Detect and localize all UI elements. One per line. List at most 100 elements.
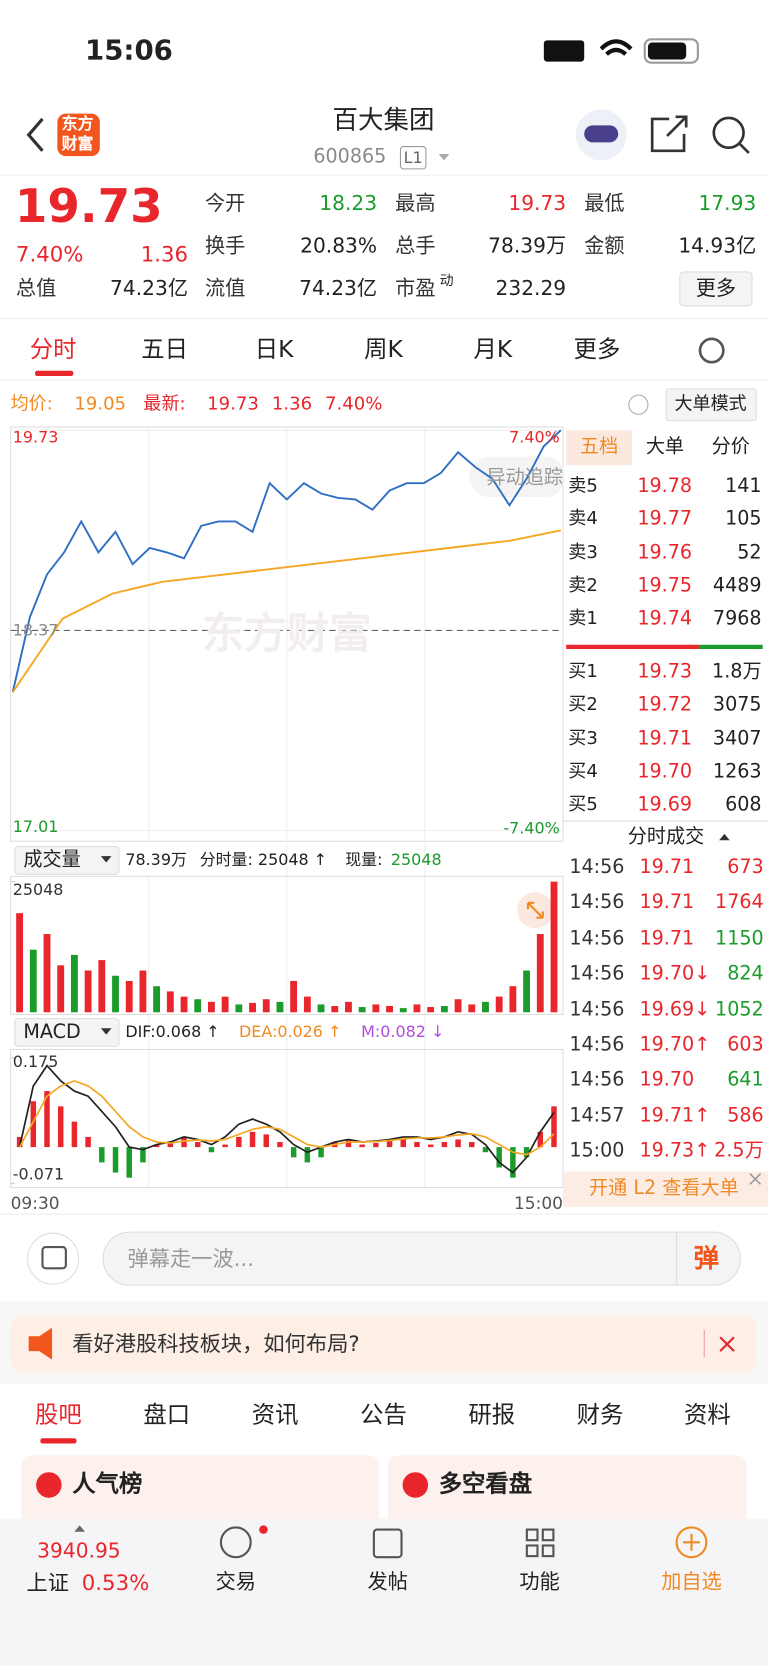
index-pct[interactable]: 0.53%: [81, 1569, 150, 1596]
card-title[interactable]: 人气榜: [72, 1471, 143, 1498]
tab[interactable]: 日K: [254, 336, 294, 364]
search-icon[interactable]: [712, 116, 745, 149]
ask-label: 卖4: [568, 508, 598, 530]
macd-bar: [57, 1106, 64, 1148]
help-icon[interactable]: [628, 394, 649, 415]
index-name[interactable]: 上证: [26, 1569, 70, 1596]
more-button[interactable]: [679, 271, 753, 307]
section-tab[interactable]: 资料: [684, 1402, 731, 1429]
section-tab[interactable]: 资讯: [251, 1402, 299, 1429]
bid-volume: 3075: [712, 693, 762, 717]
nav-item[interactable]: 发帖: [367, 1570, 408, 1594]
section-tab[interactable]: 股吧: [35, 1402, 82, 1429]
section-underline: [40, 1438, 77, 1444]
banner-text[interactable]: 看好港股科技板块，如何布局?: [72, 1330, 360, 1357]
pe-tag: 动: [439, 273, 454, 290]
watermark: 东方财富: [201, 609, 372, 659]
volume-bar: [509, 986, 517, 1013]
comment-placeholder[interactable]: 弹幕走一波...: [127, 1245, 254, 1272]
more-label[interactable]: 更多: [695, 276, 737, 301]
volume-bar: [386, 1006, 393, 1013]
comment-icon[interactable]: [27, 1232, 80, 1285]
func-icon[interactable]: [525, 1528, 539, 1542]
trade-icon[interactable]: [219, 1526, 252, 1559]
bid-label: 买2: [568, 694, 598, 716]
bid-price: 19.70: [637, 760, 693, 783]
change-pct: 7.40%: [15, 241, 84, 267]
l2-link[interactable]: 开通 L2 查看大单: [589, 1176, 739, 1200]
macd-bar: [263, 1134, 269, 1148]
volume-bar: [235, 1004, 243, 1013]
index-value[interactable]: 3940.95: [37, 1539, 121, 1564]
l2-bg[interactable]: [562, 1171, 768, 1207]
volume-bar: [290, 980, 298, 1013]
section-tab[interactable]: 财务: [576, 1402, 624, 1429]
macd-select[interactable]: [14, 1018, 120, 1047]
card-title[interactable]: 多空看盘: [438, 1471, 533, 1498]
status-time: 15:06: [84, 35, 173, 67]
volume-bar: [495, 996, 503, 1013]
collapse-icon[interactable]: [719, 833, 730, 841]
section-tab[interactable]: 公告: [360, 1402, 407, 1429]
macd-bar: [249, 1131, 256, 1148]
banner[interactable]: [10, 1315, 757, 1373]
volume-select[interactable]: [14, 846, 120, 875]
bid-label: 买3: [568, 727, 598, 749]
card[interactable]: [21, 1455, 380, 1530]
stat-label: 金额: [584, 234, 625, 258]
card[interactable]: [387, 1455, 747, 1530]
badge[interactable]: 异动追踪: [486, 466, 563, 489]
macd-bar: [510, 1147, 516, 1178]
tab[interactable]: 更多: [573, 336, 621, 364]
volume-bar: [345, 1001, 352, 1013]
comment-input[interactable]: [102, 1231, 741, 1286]
time-end: 15:00: [513, 1192, 563, 1214]
post-icon[interactable]: [372, 1528, 403, 1559]
close-banner[interactable]: [719, 1336, 735, 1352]
macd-bar: [359, 1144, 365, 1148]
macd-bar: [345, 1139, 352, 1148]
book-tab[interactable]: 大单: [645, 435, 685, 458]
comment-button[interactable]: 弹: [693, 1243, 720, 1274]
macd-title[interactable]: MACD: [23, 1020, 81, 1044]
close-l2[interactable]: [749, 1173, 762, 1185]
volume-bar: [221, 996, 229, 1013]
volume-title[interactable]: 成交量: [23, 848, 81, 872]
logo-text: 东方: [61, 114, 94, 134]
macd-bar: [482, 1147, 489, 1153]
tab[interactable]: 分时: [29, 336, 77, 364]
level-box: [399, 146, 427, 170]
price: 19.73: [14, 179, 163, 234]
badge-bg[interactable]: [469, 456, 566, 498]
book-tab[interactable]: 分价: [711, 435, 750, 458]
nav-item[interactable]: 交易: [215, 1570, 256, 1594]
section-tab[interactable]: 研报: [468, 1402, 516, 1429]
volume-bar: [84, 970, 92, 1013]
macd-bar: [386, 1141, 393, 1148]
y-tick-label: 25048: [12, 880, 64, 900]
volume-bar: [139, 970, 147, 1013]
stat-label: 换手: [205, 234, 246, 258]
battery-level: [647, 42, 687, 60]
nav-item[interactable]: 加自选: [661, 1570, 722, 1594]
trades-title[interactable]: 分时成交: [627, 825, 705, 848]
book-tab[interactable]: 五档: [579, 435, 619, 458]
tab[interactable]: 周K: [364, 336, 403, 364]
share-icon[interactable]: [650, 115, 688, 153]
mode-button-label[interactable]: 大单模式: [674, 393, 747, 415]
dropdown[interactable]: [438, 154, 450, 161]
tab[interactable]: 五日: [141, 336, 189, 364]
add-icon[interactable]: [675, 1526, 708, 1559]
tab[interactable]: 月K: [473, 336, 513, 364]
volume-bar: [249, 1002, 256, 1013]
ask-label: 卖5: [568, 475, 598, 497]
macd-bar: [469, 1142, 475, 1148]
stat-label: 今开: [205, 191, 246, 216]
back-icon[interactable]: [26, 117, 44, 152]
nav-item[interactable]: 功能: [519, 1570, 560, 1594]
mode-button[interactable]: [665, 388, 757, 422]
section-tab[interactable]: 盘口: [143, 1402, 191, 1429]
settings-icon[interactable]: [698, 337, 725, 364]
